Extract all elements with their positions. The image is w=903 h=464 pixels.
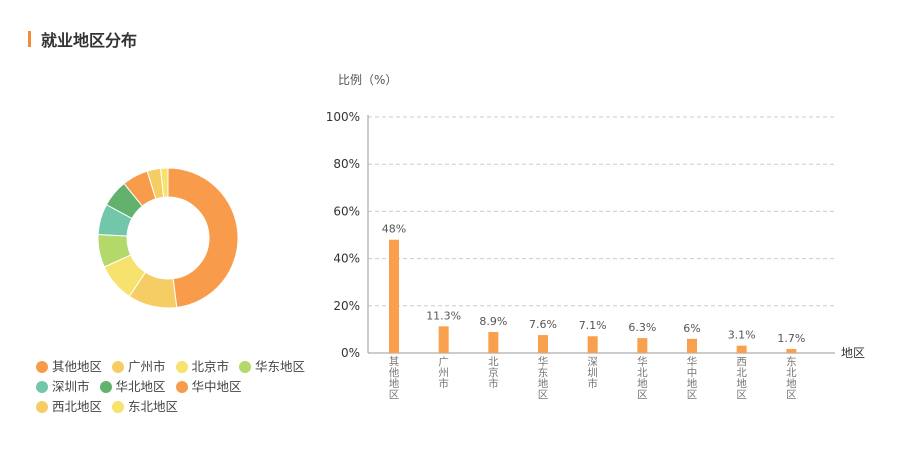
- x-tick-label: 华东地区: [538, 355, 549, 401]
- legend-marker: [175, 361, 188, 373]
- x-tick-label: 西北地区: [736, 356, 747, 401]
- bar-value-label: 6.3%: [628, 321, 656, 334]
- legend: 其他地区 广州市 北京市 华东地区 深圳市 华北地区 华中地区: [36, 357, 316, 417]
- y-tick-label: 80%: [333, 157, 360, 171]
- legend-label: 华北地区: [115, 379, 166, 394]
- x-tick-label: 其他地区: [389, 356, 400, 401]
- bar-value-label: 8.9%: [479, 315, 507, 328]
- x-tick-label: 北京市: [488, 356, 499, 390]
- legend-item-north-china[interactable]: 华北地区: [99, 377, 166, 397]
- bar[interactable]: [637, 338, 648, 353]
- page-title: 就业地区分布: [41, 31, 138, 50]
- bar-value-label: 6%: [683, 322, 700, 335]
- y-tick-label: 20%: [333, 299, 360, 313]
- section-title: 就业地区分布: [28, 29, 138, 50]
- legend-marker: [36, 361, 48, 373]
- bar[interactable]: [736, 345, 747, 353]
- x-tick-label: 华北地区: [637, 355, 648, 401]
- y-tick-label: 60%: [333, 204, 360, 218]
- legend-marker: [239, 361, 252, 373]
- legend-label: 东北地区: [128, 399, 179, 414]
- y-tick-label: 40%: [333, 252, 360, 266]
- bar[interactable]: [587, 336, 598, 353]
- bar-value-label: 11.3%: [426, 309, 461, 322]
- legend-item-east-china[interactable]: 华东地区: [239, 357, 305, 377]
- bar[interactable]: [687, 338, 697, 353]
- legend-row: 西北地区 东北地区: [36, 397, 316, 417]
- bar[interactable]: [438, 326, 449, 353]
- x-tick-label: 广州市: [438, 356, 449, 390]
- bar-value-label: 1.7%: [777, 332, 805, 345]
- legend-item-shenzhen[interactable]: 深圳市: [36, 377, 90, 397]
- y-tick-label: 100%: [326, 110, 360, 124]
- legend-item-northeast[interactable]: 东北地区: [112, 397, 178, 417]
- bar[interactable]: [389, 239, 399, 353]
- legend-label: 西北地区: [52, 399, 103, 414]
- legend-label: 华东地区: [255, 359, 306, 374]
- legend-label: 深圳市: [52, 379, 90, 394]
- bar-value-label: 7.1%: [579, 319, 607, 332]
- x-tick-label: 东北地区: [786, 355, 797, 401]
- x-tick-label: 华中地区: [687, 355, 698, 401]
- bar-value-label: 48%: [382, 223, 406, 236]
- legend-row: 深圳市 华北地区 华中地区: [36, 377, 316, 397]
- title-accent-bar: [28, 31, 31, 47]
- legend-label: 其他地区: [52, 359, 103, 374]
- bar-value-label: 3.1%: [728, 329, 756, 342]
- legend-item-northwest[interactable]: 西北地区: [36, 397, 102, 417]
- bar[interactable]: [538, 335, 548, 353]
- bar-chart: 比例（%） 0% 20% 40% 60% 80% 100% 地区 48% 其他地区 11.3% 广州市…: [326, 73, 865, 401]
- y-axis-title: 比例（%）: [338, 73, 397, 87]
- bar-value-label: 7.6%: [529, 318, 557, 331]
- legend-label: 北京市: [191, 359, 230, 374]
- bar[interactable]: [488, 331, 499, 353]
- legend-marker: [112, 401, 125, 413]
- legend-marker: [36, 401, 48, 413]
- legend-label: 华中地区: [191, 379, 242, 394]
- legend-item-guangzhou[interactable]: 广州市: [112, 357, 166, 377]
- y-tick-label: 0%: [341, 346, 360, 360]
- donut-slice[interactable]: [159, 167, 169, 198]
- donut-chart: [97, 167, 239, 309]
- legend-item-other[interactable]: 其他地区: [36, 357, 102, 377]
- x-axis-title: 地区: [841, 346, 865, 360]
- legend-row: 其他地区 广州市 北京市 华东地区: [36, 357, 316, 377]
- legend-item-central-china[interactable]: 华中地区: [175, 377, 242, 397]
- legend-marker: [36, 381, 48, 393]
- donut-slice[interactable]: [167, 167, 239, 309]
- legend-label: 广州市: [128, 359, 166, 374]
- legend-marker: [112, 361, 125, 373]
- legend-marker: [175, 381, 188, 393]
- legend-marker: [99, 381, 112, 393]
- bar[interactable]: [786, 348, 797, 353]
- x-tick-label: 深圳市: [587, 356, 598, 390]
- legend-item-beijing[interactable]: 北京市: [175, 357, 230, 377]
